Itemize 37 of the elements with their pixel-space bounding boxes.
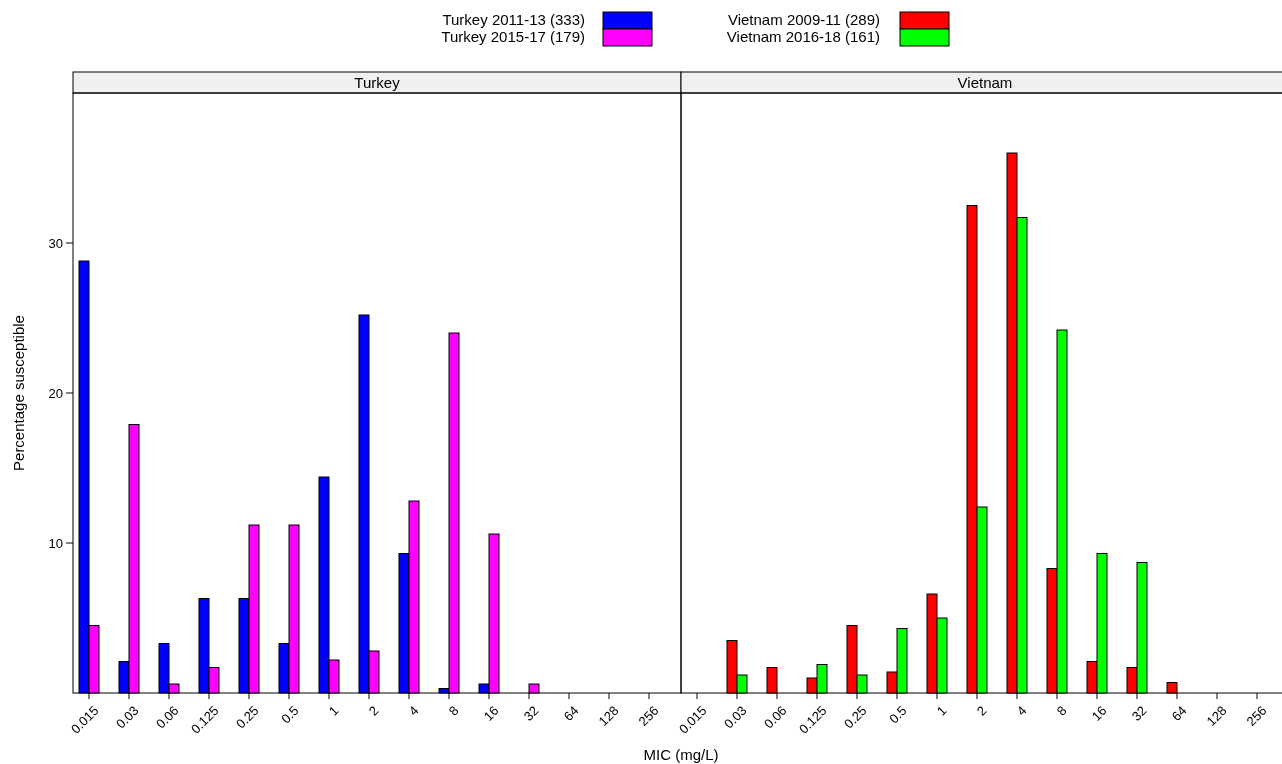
x-tick-label: 1 — [325, 702, 342, 719]
x-tick-label: 128 — [1203, 702, 1230, 729]
x-tick-label: 2 — [365, 702, 382, 719]
x-tick-label: 0.03 — [113, 702, 142, 732]
x-tick-label: 0.25 — [841, 702, 870, 732]
x-tick-label: 0.06 — [153, 702, 182, 732]
x-tick-label: 128 — [595, 702, 622, 729]
chart-title: Turkey — [354, 74, 401, 91]
x-tick-label: 0.5 — [886, 702, 910, 727]
x-tick-label: 8 — [1053, 702, 1070, 719]
x-tick-label: 16 — [480, 702, 502, 724]
x-tick-label: 4 — [1013, 702, 1030, 719]
legend-label: Vietnam 2016-18 (161) — [726, 28, 880, 46]
x-tick-label: 16 — [1088, 702, 1110, 724]
y-tick-label: 10 — [48, 535, 63, 551]
legend-label: Turkey 2011-13 (333) — [442, 11, 585, 29]
legend-label: Vietnam 2009-11 (289) — [727, 11, 880, 29]
x-tick-label: 0.06 — [761, 702, 790, 732]
x-tick-label: 32 — [1128, 702, 1150, 724]
x-tick-label: 0.5 — [278, 702, 302, 727]
chart-title: Vietnam — [957, 74, 1013, 91]
legend-label: Turkey 2015-17 (179) — [441, 28, 585, 46]
x-tick-label: 64 — [1168, 702, 1190, 724]
x-tick-label: 0.25 — [233, 702, 262, 732]
y-axis-title: Percentage susceptible — [10, 315, 27, 471]
x-tick-label: 64 — [560, 702, 582, 724]
x-tick-label: 4 — [405, 702, 422, 719]
x-tick-label: 32 — [520, 702, 542, 724]
x-tick-label: 256 — [635, 702, 662, 729]
y-tick-label: 20 — [48, 385, 63, 401]
x-tick-label: 8 — [445, 702, 462, 719]
x-tick-label: 0.03 — [721, 702, 750, 732]
y-tick-label: 30 — [48, 235, 63, 251]
x-axis-title: MIC (mg/L) — [643, 746, 719, 763]
x-tick-label: 2 — [973, 702, 990, 719]
x-tick-label: 256 — [1243, 702, 1270, 729]
x-tick-label: 1 — [933, 702, 950, 719]
